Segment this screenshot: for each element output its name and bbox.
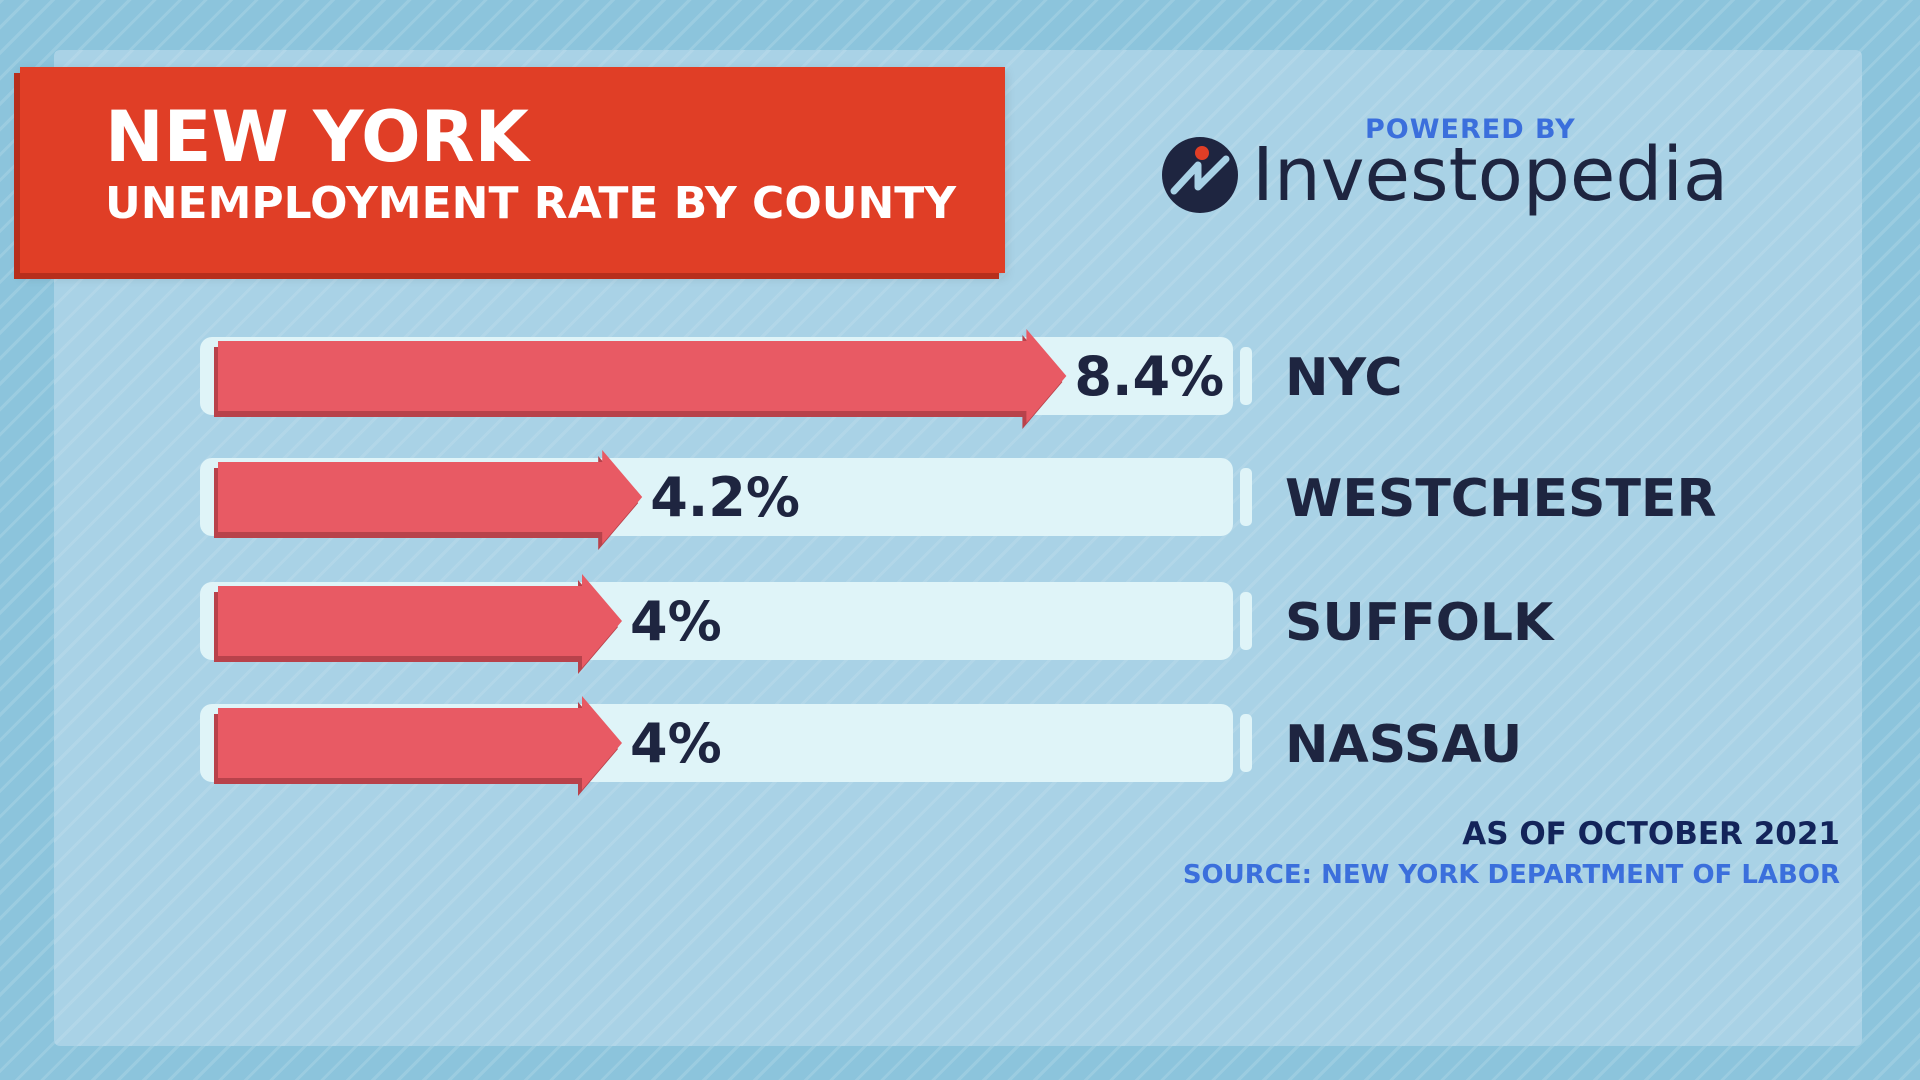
bar-value-label: 8.4%	[1074, 345, 1224, 408]
investopedia-logo-icon	[1162, 137, 1238, 213]
chart-title: NEW YORK	[105, 96, 529, 178]
bar-value-label: 4%	[630, 712, 722, 775]
bar-track-end	[1240, 347, 1252, 405]
category-label: NASSAU	[1285, 715, 1522, 775]
bar	[218, 574, 622, 668]
source-note: SOURCE: NEW YORK DEPARTMENT OF LABOR	[1182, 860, 1840, 890]
category-label: WESTCHESTER	[1285, 469, 1717, 529]
category-label: NYC	[1285, 348, 1402, 408]
as-of-date: AS OF OCTOBER 2021	[1462, 816, 1840, 852]
bar	[218, 696, 622, 790]
bar-track-end	[1240, 714, 1252, 772]
bar	[218, 329, 1067, 423]
chart-subtitle: UNEMPLOYMENT RATE BY COUNTY	[105, 178, 957, 229]
bar-track-end	[1240, 592, 1252, 650]
bar-value-label: 4%	[630, 590, 722, 653]
investopedia-logo-text: Investopedia	[1252, 132, 1729, 218]
title-banner: NEW YORK UNEMPLOYMENT RATE BY COUNTY	[20, 67, 1005, 273]
bar	[218, 450, 643, 544]
powered-by-label: POWERED BY	[1365, 114, 1576, 145]
bar-track-end	[1240, 468, 1252, 526]
category-label: SUFFOLK	[1285, 593, 1555, 653]
bar-value-label: 4.2%	[650, 466, 800, 529]
